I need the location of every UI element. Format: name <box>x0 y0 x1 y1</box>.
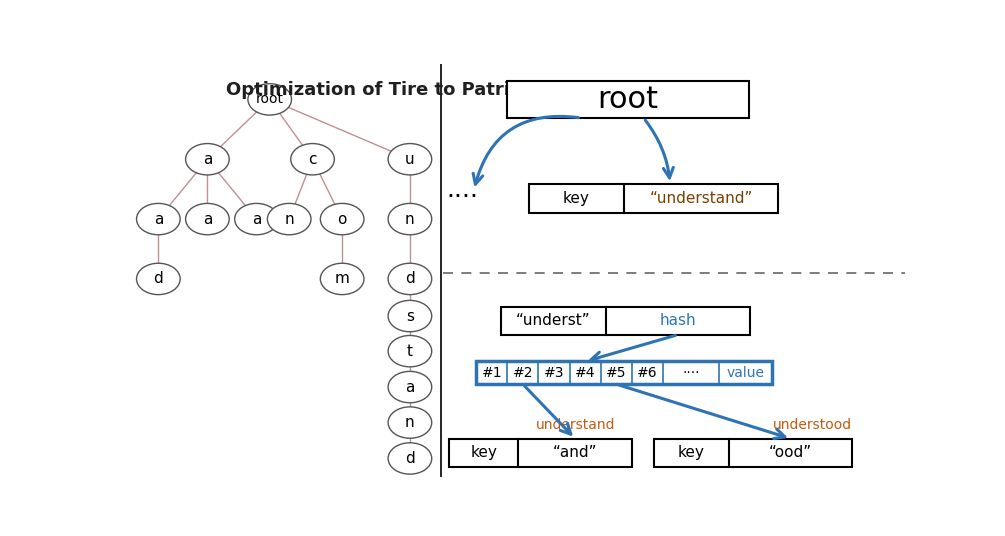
Ellipse shape <box>388 407 432 438</box>
Text: key: key <box>678 445 705 460</box>
Text: d: d <box>405 451 415 466</box>
Text: value: value <box>727 366 765 380</box>
Text: “and”: “and” <box>553 445 597 460</box>
Ellipse shape <box>321 263 364 295</box>
Text: understand: understand <box>536 419 615 433</box>
Text: a: a <box>203 212 212 227</box>
Text: root: root <box>598 85 658 114</box>
Ellipse shape <box>290 144 335 175</box>
Text: t: t <box>407 344 413 359</box>
Text: a: a <box>405 379 415 394</box>
Text: #5: #5 <box>606 366 626 380</box>
Text: u: u <box>405 152 415 167</box>
Text: s: s <box>406 309 414 324</box>
Text: c: c <box>309 152 317 167</box>
Ellipse shape <box>137 203 180 235</box>
Ellipse shape <box>388 144 432 175</box>
FancyBboxPatch shape <box>508 81 749 118</box>
Text: “underst”: “underst” <box>517 313 591 328</box>
Text: #3: #3 <box>544 366 564 380</box>
Text: n: n <box>405 415 415 430</box>
Text: Optimization of Tire to Patricia: Optimization of Tire to Patricia <box>226 81 539 99</box>
FancyBboxPatch shape <box>653 438 852 467</box>
Text: o: o <box>338 212 347 227</box>
Text: #6: #6 <box>637 366 658 380</box>
Text: root: root <box>255 92 283 107</box>
Ellipse shape <box>137 263 180 295</box>
Text: n: n <box>284 212 294 227</box>
Ellipse shape <box>235 203 278 235</box>
Text: “understand”: “understand” <box>649 191 753 206</box>
Ellipse shape <box>388 300 432 332</box>
Ellipse shape <box>186 203 229 235</box>
Ellipse shape <box>388 371 432 403</box>
Text: #2: #2 <box>513 366 533 380</box>
Text: #1: #1 <box>481 366 502 380</box>
Text: m: m <box>335 271 350 286</box>
Ellipse shape <box>388 203 432 235</box>
Ellipse shape <box>321 203 364 235</box>
Text: key: key <box>563 191 590 206</box>
Text: key: key <box>470 445 497 460</box>
Ellipse shape <box>248 84 291 115</box>
Text: d: d <box>154 271 163 286</box>
Text: n: n <box>405 212 415 227</box>
FancyBboxPatch shape <box>449 438 632 467</box>
Ellipse shape <box>186 144 229 175</box>
Text: a: a <box>203 152 212 167</box>
Ellipse shape <box>388 263 432 295</box>
Text: ····: ···· <box>682 366 699 380</box>
Text: d: d <box>405 271 415 286</box>
Text: hash: hash <box>659 313 696 328</box>
Text: ....: .... <box>446 178 478 202</box>
Text: understood: understood <box>773 419 852 433</box>
Text: a: a <box>154 212 163 227</box>
Text: “ood”: “ood” <box>769 445 812 460</box>
FancyBboxPatch shape <box>476 361 772 384</box>
Ellipse shape <box>388 336 432 367</box>
Text: #4: #4 <box>575 366 595 380</box>
FancyBboxPatch shape <box>529 184 778 213</box>
Text: a: a <box>252 212 261 227</box>
Ellipse shape <box>388 443 432 474</box>
FancyBboxPatch shape <box>501 307 751 334</box>
Ellipse shape <box>267 203 311 235</box>
